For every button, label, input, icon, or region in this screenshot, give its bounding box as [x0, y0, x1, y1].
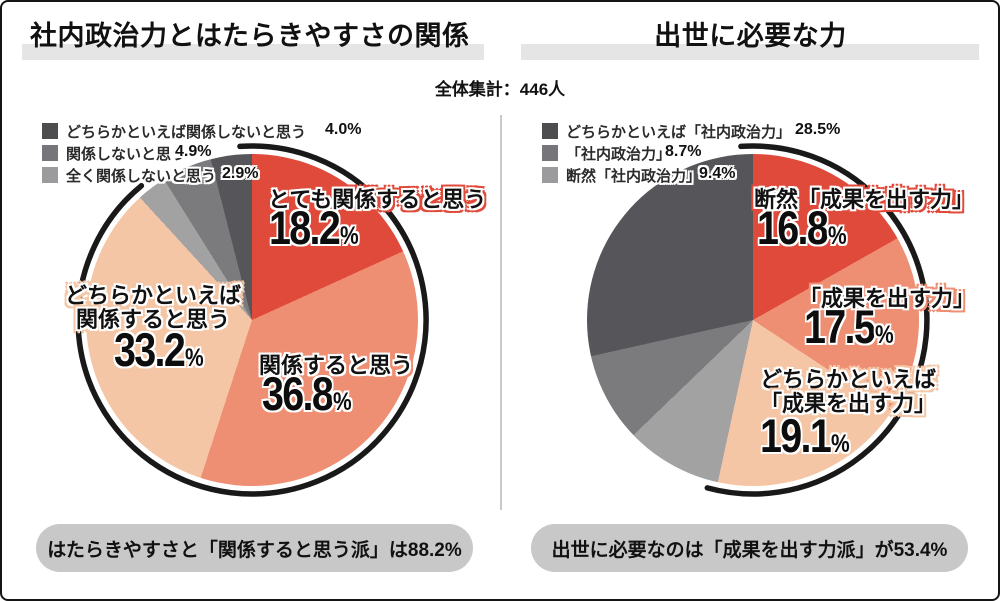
slice-percent-number: 18.2	[269, 201, 341, 254]
legend-item: 全く関係しないと思う 2.9%	[42, 165, 402, 187]
slice-value: 36.8%	[262, 366, 352, 421]
legend-label: どちらかといえば「社内政治力」	[566, 124, 792, 141]
slice-value: 17.5%	[804, 299, 894, 354]
legend-value: 4.0%	[325, 121, 362, 138]
percent-sign: %	[339, 222, 359, 250]
slice-label-line1: どちらかといえば	[760, 367, 937, 392]
vertical-divider	[500, 115, 502, 510]
left-title-underline	[22, 44, 484, 60]
legend-label: 断然「社内政治力」	[566, 168, 702, 185]
legend-item: 関係しないと思う 4.9%	[42, 143, 402, 165]
left-legend: どちらかといえば関係しないと思う 4.0% 関係しないと思う 4.9% 全く関係…	[42, 121, 402, 187]
slice-label-line1: どちらかといえば	[64, 283, 241, 308]
legend-value: 8.7%	[665, 143, 702, 160]
legend-value: 4.9%	[175, 143, 212, 160]
slice-value: 33.2%	[114, 322, 204, 377]
left-summary-pill: はたらきやすさと「関係すると思う派」は88.2%	[36, 524, 473, 572]
slice-percent-number: 33.2	[114, 323, 186, 376]
legend-label: 全く関係しないと思う	[66, 168, 217, 185]
slice-percent-number: 17.5	[804, 300, 876, 353]
legend-swatch-dark-gray	[542, 123, 558, 139]
percent-sign: %	[830, 430, 850, 458]
legend-swatch-light-gray	[542, 167, 558, 183]
right-legend: どちらかといえば「社内政治力」 28.5% 「社内政治力」 8.7% 断然「社内…	[542, 121, 902, 187]
slice-value: 16.8%	[757, 200, 847, 255]
legend-item: どちらかといえば「社内政治力」 28.5%	[542, 121, 902, 143]
percent-sign: %	[874, 321, 894, 349]
percent-sign: %	[827, 222, 847, 250]
slice-percent-number: 36.8	[262, 367, 334, 420]
total-count-label: 全体集計：446人	[434, 80, 566, 99]
legend-swatch-light-gray	[42, 167, 58, 183]
legend-value: 2.9%	[222, 165, 259, 182]
right-title-underline	[521, 44, 979, 60]
slice-value: 19.1%	[760, 408, 850, 463]
legend-value: 28.5%	[795, 121, 841, 138]
right-summary-pill: 出世に必要なのは「成果を出す力派」が53.4%	[531, 524, 968, 572]
legend-label: どちらかといえば関係しないと思う	[66, 124, 307, 141]
slice-percent-number: 16.8	[757, 201, 829, 254]
legend-swatch-dark-gray	[42, 123, 58, 139]
legend-item: 「社内政治力」 8.7%	[542, 143, 902, 165]
legend-value: 9.4%	[699, 165, 736, 182]
legend-swatch-mid-gray	[542, 145, 558, 161]
slice-value: 18.2%	[269, 200, 359, 255]
legend-label: 関係しないと思う	[66, 146, 187, 163]
legend-item: どちらかといえば関係しないと思う 4.0%	[42, 121, 402, 143]
left-chart-title: 社内政治力とはたらきやすさの関係	[30, 21, 470, 51]
slice-percent-number: 19.1	[760, 409, 832, 462]
legend-item: 断然「社内政治力」 9.4%	[542, 165, 902, 187]
legend-swatch-mid-gray	[42, 145, 58, 161]
percent-sign: %	[184, 344, 204, 372]
percent-sign: %	[332, 388, 352, 416]
right-chart-title: 出世に必要な力	[654, 21, 847, 51]
legend-label: 「社内政治力」	[566, 146, 672, 163]
